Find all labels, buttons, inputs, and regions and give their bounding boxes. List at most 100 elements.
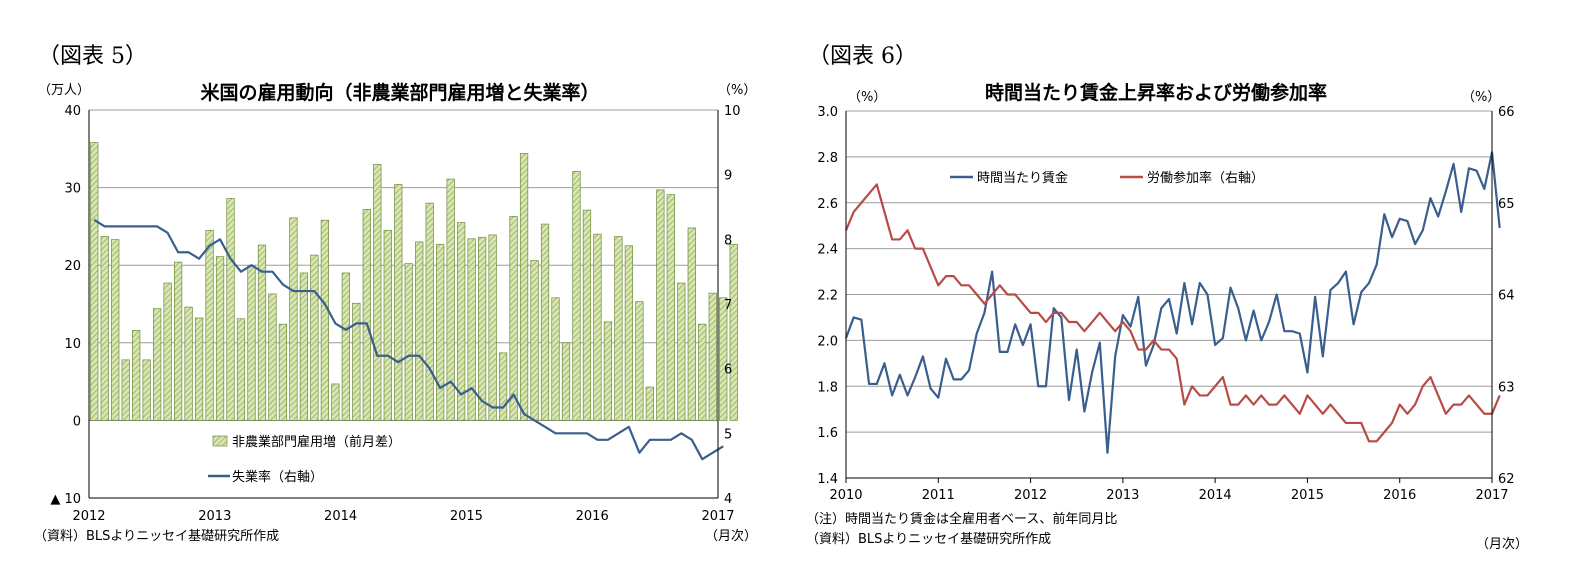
bar [677,282,686,421]
bar [257,244,267,421]
bar [362,208,371,421]
x-tick-label: 2013 [1106,488,1139,503]
y-tick-label: 40 [64,104,81,119]
bar [100,236,109,421]
x-tick-label: 2017 [701,509,734,524]
bar [687,227,696,421]
bar [205,229,214,421]
bar [572,170,581,421]
y-tick-label: 2.2 [817,289,838,304]
x-tick-label: 2011 [922,488,955,503]
bar [729,243,738,421]
bar [268,293,277,421]
bar [215,256,225,421]
legend-line-label: 失業率（右軸） [232,469,323,485]
x-tick-label: 2016 [576,509,609,524]
y-tick-label: 2.6 [817,197,838,212]
bar [142,359,151,421]
bar [352,302,361,421]
x-tick-label: 2014 [1199,488,1232,503]
bar [404,263,413,421]
y2-tick-label: 10 [724,104,741,119]
bar [698,323,707,421]
y-tick-label: 0 [73,414,81,429]
bar [498,352,508,421]
bar [645,386,654,421]
y-tick-label: 1.4 [817,472,838,487]
x-tick-label: 2015 [450,509,483,524]
x-tick-label: 2010 [829,488,862,503]
bar [132,330,141,421]
x-tick-label: 2015 [1291,488,1324,503]
x-tick-label: 2013 [198,509,231,524]
bar [310,254,319,421]
chart-2-left-unit: （%） [848,90,886,105]
figure-5-label: （図表 5） [38,44,147,69]
bar [415,241,424,421]
bar [289,217,298,421]
x-tick-label: 2012 [1014,488,1047,503]
chart-1-source: （資料）BLSよりニッセイ基礎研究所作成 [34,529,279,544]
chart-2-right-unit: （%） [1462,90,1500,105]
y2-tick-label: 7 [724,298,732,313]
bar [540,223,550,421]
y2-tick-label: 8 [724,233,732,248]
bar [226,198,235,421]
bar [467,238,476,421]
y-tick-label: 3.0 [817,105,838,120]
y2-tick-label: 5 [724,427,732,442]
y2-tick-label: 66 [1498,105,1515,120]
bar [436,243,445,421]
bar [561,342,571,421]
chart-2-title: 時間当たり賃金上昇率および労働参加率 [984,82,1327,104]
bar [278,323,288,421]
y-tick-label: 1.6 [817,426,838,441]
chart-1-left-unit: （万人） [38,83,90,98]
bar [173,261,183,421]
participation-rate-line [844,183,1501,443]
legend-bar-swatch [212,435,228,447]
bar [635,301,644,421]
bar [153,308,162,421]
y-tick-label: 20 [64,259,81,274]
y2-tick-label: 65 [1498,197,1515,212]
bar [603,321,613,421]
y2-tick-label: 63 [1498,380,1515,395]
legend-participation-label: 労働参加率（右軸） [1147,170,1264,186]
bar [90,142,99,421]
bar [394,184,403,421]
bar [624,245,634,421]
chart-1-title: 米国の雇用動向（非農業部門雇用増と失業率） [200,82,600,104]
chart-1-right-unit: （%） [718,83,756,98]
bar [383,229,392,421]
y-tick-label: 2.8 [817,151,838,166]
y2-tick-label: 6 [724,363,732,378]
bar [519,153,529,421]
unemployment-line [93,218,724,461]
y2-tick-label: 64 [1498,289,1515,304]
legend-bar-label: 非農業部門雇用増（前月差） [232,434,401,450]
x-tick-label: 2012 [72,509,105,524]
bar [582,209,592,421]
bar [593,233,602,421]
bar [457,222,466,421]
bar [299,272,309,421]
y2-tick-label: 9 [724,169,732,184]
y2-tick-label: 4 [724,492,732,507]
bar [236,318,246,421]
bar [708,292,717,421]
chart-1-month-label: （月次） [705,528,757,544]
bar [488,234,497,421]
chart-2-source: （資料）BLSよりニッセイ基礎研究所作成 [806,532,1051,547]
chart-2-month-label: （月次） [1476,536,1528,552]
bar [184,306,193,421]
bar [614,236,623,421]
y-tick-label: 1.8 [817,380,838,395]
bar [194,317,204,421]
y-tick-label: 2.4 [817,243,838,258]
y-tick-label: 10 [64,337,81,352]
bar [656,189,665,421]
figure-6-label: （図表 6） [808,44,917,69]
y-tick-label: 30 [64,182,81,197]
